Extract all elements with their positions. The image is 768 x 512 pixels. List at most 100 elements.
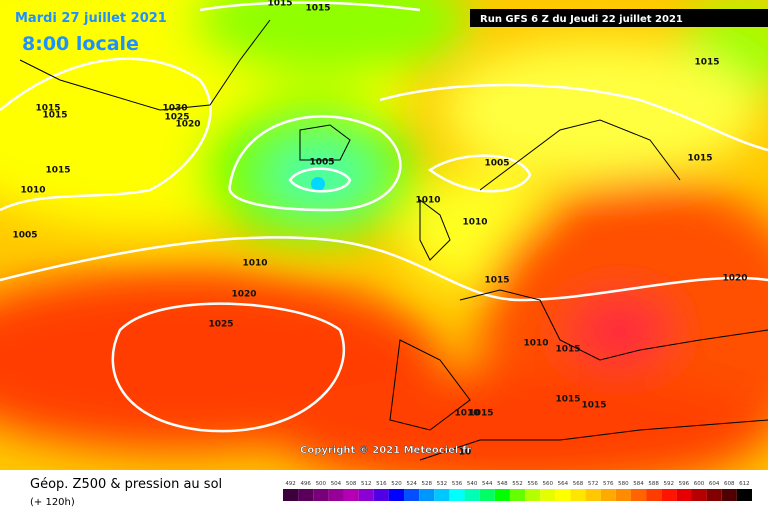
scale-label: 604: [709, 481, 720, 487]
scale-swatch: [676, 489, 692, 501]
run-info: Run GFS 6 Z du Jeudi 22 juillet 2021: [480, 14, 683, 25]
isobar-label: 10: [459, 448, 472, 458]
scale-swatch: [736, 489, 752, 501]
isobar-label: 1015: [468, 409, 493, 419]
scale-swatch: [388, 489, 405, 501]
scale-label: 540: [467, 481, 478, 487]
scale-swatch: [298, 489, 314, 501]
forecast-date: Mardi 27 juillet 2021: [15, 11, 167, 26]
scale-label: 608: [724, 481, 735, 487]
scale-label: 576: [603, 481, 614, 487]
scale-swatch: [373, 489, 389, 501]
isobar-label: 1025: [208, 320, 233, 330]
scale-label: 544: [482, 481, 493, 487]
scale-swatch: [691, 489, 707, 501]
scale-swatch: [721, 489, 737, 501]
scale-label: 556: [527, 481, 538, 487]
isobar-label: 1015: [687, 154, 712, 164]
scale-label: 520: [391, 481, 402, 487]
scale-label: 612: [739, 481, 750, 487]
scale-swatch: [585, 489, 601, 501]
isobar-label: 1010: [454, 409, 479, 419]
scale-label: 536: [452, 481, 463, 487]
isobar-label: 1015: [581, 401, 606, 411]
scale-swatch: [328, 489, 344, 501]
scale-label: 508: [346, 481, 357, 487]
scale-label: 588: [648, 481, 659, 487]
isobar-label: 1015: [484, 276, 509, 286]
scale-swatch: [434, 489, 450, 501]
run-box: [470, 9, 768, 27]
scale-label: 564: [558, 481, 569, 487]
isobar-label: 1015: [305, 4, 330, 14]
scale-swatch: [449, 489, 465, 501]
scale-swatch: [525, 489, 541, 501]
isobar-label: 1015: [35, 104, 60, 114]
scale-swatch: [706, 489, 722, 501]
isobar-label: 1010: [242, 259, 267, 269]
map: 1015 101510151015101510301025102010151010…: [0, 0, 768, 470]
scale-swatch: [600, 489, 616, 501]
isobar-label: 1020: [231, 290, 256, 300]
scale-swatch: [494, 489, 510, 501]
scale-swatch: [646, 489, 662, 501]
forecast-time: 8:00 locale: [22, 33, 139, 55]
scale-swatch: [283, 489, 299, 501]
scale-swatch: [630, 489, 647, 501]
scale-label: 552: [512, 481, 523, 487]
isobar-label: 1030: [162, 104, 187, 114]
scale-label: 600: [694, 481, 705, 487]
scale-swatch: [343, 489, 359, 501]
scale-swatch: [479, 489, 495, 501]
isobar-label: 1005: [484, 159, 509, 169]
color-scale: 492 496 500 504 508 512 516 520 524 528 532 536 540 5…: [283, 481, 752, 501]
isobar-label: 1010: [415, 196, 440, 206]
scale-label: 512: [361, 481, 372, 487]
isobar-label: 1015: [694, 58, 719, 68]
isobar-label: 1015: [45, 166, 70, 176]
scale-swatch: [509, 489, 526, 501]
scale-label: 504: [331, 481, 342, 487]
scale-swatch: [313, 489, 329, 501]
scale-swatch: [661, 489, 677, 501]
scale-label: 580: [618, 481, 629, 487]
scale-label: 492: [285, 481, 296, 487]
scale-label: 596: [679, 481, 690, 487]
scale-swatch: [540, 489, 556, 501]
scale-swatch: [570, 489, 586, 501]
scale-label: 548: [497, 481, 508, 487]
scale-swatch: [615, 489, 631, 501]
isobar-label: 1010: [462, 218, 487, 228]
isobar-label: 1015: [555, 345, 580, 355]
scale-swatch: [404, 489, 420, 501]
coastlines: [19, 19, 768, 461]
scale-label: 568: [573, 481, 584, 487]
footer-lead: (+ 120h): [30, 497, 75, 508]
isobar-label: 1015: [555, 395, 580, 405]
scale-label: 528: [421, 481, 432, 487]
scale-label: 496: [300, 481, 311, 487]
isobar-label: 1015: [267, 0, 292, 9]
scale-swatch: [555, 489, 571, 501]
scale-label: 592: [664, 481, 675, 487]
scale-label: 500: [316, 481, 327, 487]
isobar-label: 1005: [309, 158, 334, 168]
isobar-label: 1010: [523, 339, 548, 349]
scale-label: 516: [376, 481, 387, 487]
isobar-label: 1015: [42, 111, 67, 121]
scale-swatch: [358, 489, 374, 501]
footer-title: Géop. Z500 & pression au sol: [30, 477, 222, 492]
scale-label: 572: [588, 481, 599, 487]
scale-label: 532: [437, 481, 448, 487]
isobar-label: 1020: [175, 120, 200, 130]
isobar-label: 1020: [722, 274, 747, 284]
scale-swatch: [464, 489, 480, 501]
scale-label: 584: [633, 481, 644, 487]
scale-label: 524: [406, 481, 417, 487]
scale-label: 560: [543, 481, 554, 487]
isobar-label: 1025: [164, 113, 189, 123]
isobar-label: 1005: [12, 231, 37, 241]
isobar-label: 1010: [20, 186, 45, 196]
copyright: Copyright © 2021 Meteociel.fr: [300, 445, 471, 456]
